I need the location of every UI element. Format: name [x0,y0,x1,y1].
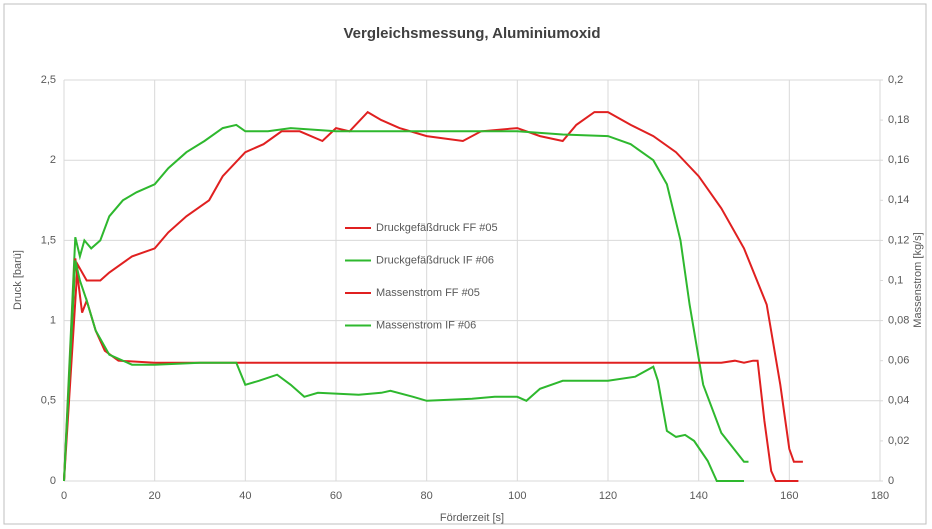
x-tick-label: 140 [689,490,707,502]
y2-tick-label: 0,18 [888,114,909,126]
data-line [63,260,744,482]
x-tick-label: 40 [239,490,251,502]
x-tick-label: 160 [780,490,798,502]
y-tick-label: 2 [50,154,56,166]
y-axis-label: Druck [barü] [12,250,24,310]
legend-label: Massenstrom FF #05 [376,287,480,299]
chart-border [3,3,927,525]
y2-tick-label: 0 [888,475,894,487]
x-tick-label: 80 [421,490,433,502]
legend-label: Druckgefäßdruck FF #05 [376,222,498,234]
y2-tick-label: 0,06 [888,355,909,367]
y-tick-label: 1 [50,315,56,327]
y-tick-label: 1,5 [41,234,56,246]
data-line [63,123,749,482]
y2-tick-label: 0,12 [888,234,909,246]
legend-label: Massenstrom IF #06 [376,319,476,331]
x-tick-label: 100 [508,490,526,502]
y2-tick-label: 0,1 [888,274,903,286]
x-axis-label: Förderzeit [s] [440,512,504,524]
y2-tick-label: 0,08 [888,315,909,327]
y2-tick-label: 0,04 [888,395,909,407]
data-line [63,110,803,482]
y2-tick-label: 0,14 [888,194,909,206]
y2-tick-label: 0,16 [888,154,909,166]
y2-axis-label: Massenstrom [kg/s] [912,232,924,327]
y-tick-label: 0,5 [41,395,56,407]
x-tick-label: 120 [599,490,617,502]
x-tick-label: 180 [871,490,889,502]
x-tick-label: 20 [149,490,161,502]
y-tick-label: 0 [50,475,56,487]
x-tick-label: 60 [330,490,342,502]
legend-label: Druckgefäßdruck IF #06 [376,254,494,266]
x-tick-label: 0 [61,490,67,502]
y2-tick-label: 0,02 [888,435,909,447]
y-tick-label: 2,5 [41,74,56,86]
chart-title: Vergleichsmessung, Aluminiumoxid [343,25,600,42]
y2-tick-label: 0,2 [888,74,903,86]
